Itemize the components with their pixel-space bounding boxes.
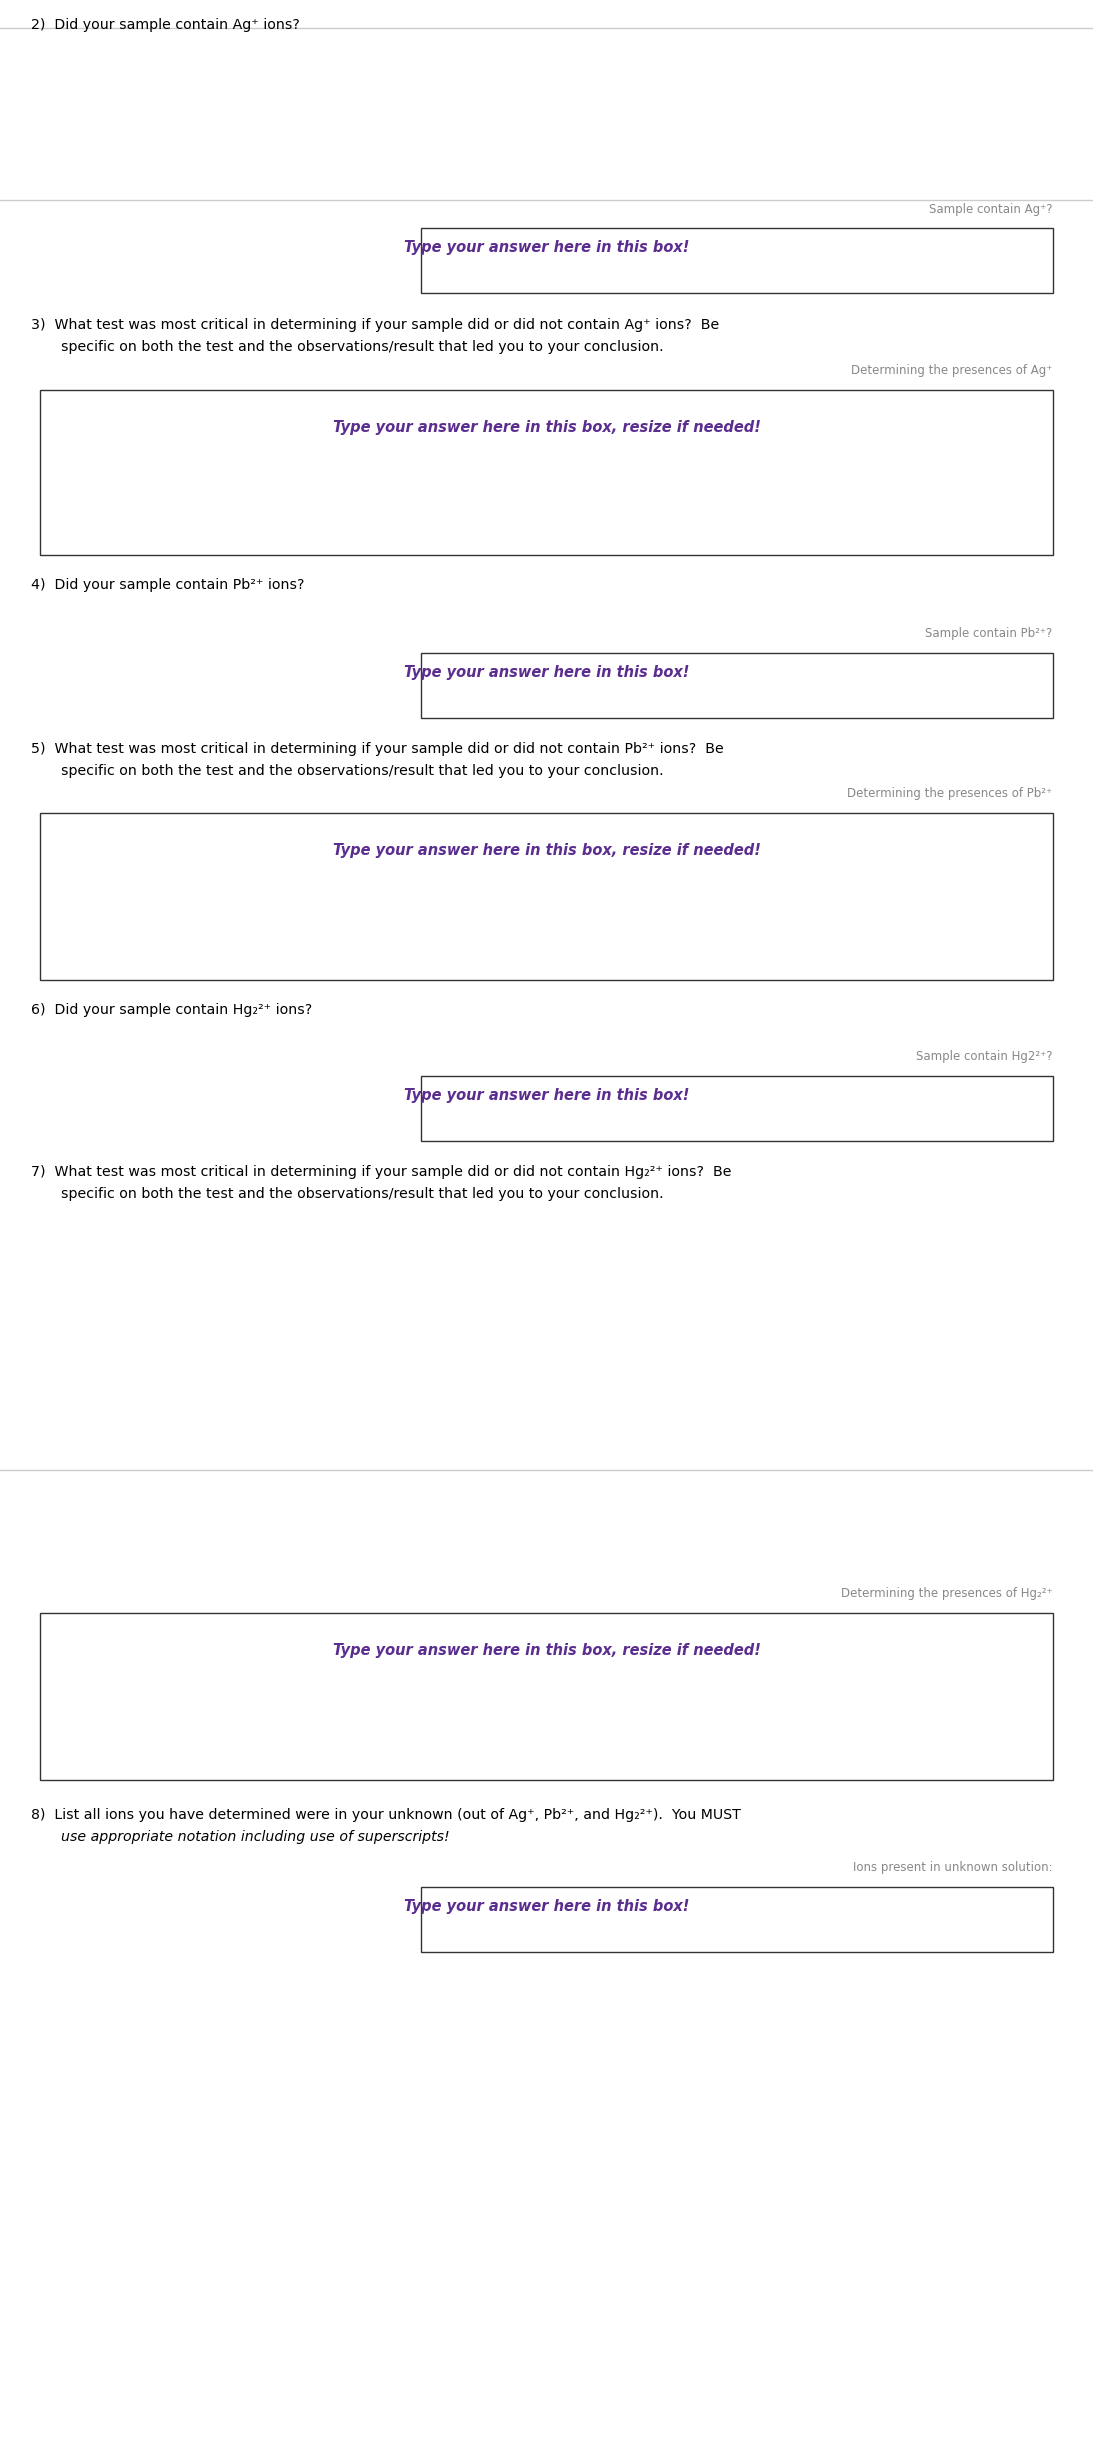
Text: Determining the presences of Ag⁺: Determining the presences of Ag⁺ <box>851 363 1053 378</box>
FancyBboxPatch shape <box>421 1075 1053 1141</box>
Text: Type your answer here in this box, resize if needed!: Type your answer here in this box, resiz… <box>332 1643 761 1658</box>
Text: 3)  What test was most critical in determining if your sample did or did not con: 3) What test was most critical in determ… <box>31 317 719 332</box>
Text: specific on both the test and the observations/result that led you to your concl: specific on both the test and the observ… <box>61 1187 663 1202</box>
Text: Type your answer here in this box!: Type your answer here in this box! <box>403 239 690 254</box>
Text: Sample contain Pb²⁺?: Sample contain Pb²⁺? <box>926 627 1053 641</box>
Text: Type your answer here in this box, resize if needed!: Type your answer here in this box, resiz… <box>332 419 761 434</box>
FancyBboxPatch shape <box>40 812 1053 980</box>
FancyBboxPatch shape <box>40 1614 1053 1780</box>
Text: 7)  What test was most critical in determining if your sample did or did not con: 7) What test was most critical in determ… <box>31 1165 731 1180</box>
Text: 4)  Did your sample contain Pb²⁺ ions?: 4) Did your sample contain Pb²⁺ ions? <box>31 578 304 592</box>
Text: 5)  What test was most critical in determining if your sample did or did not con: 5) What test was most critical in determ… <box>31 741 724 756</box>
Text: Type your answer here in this box!: Type your answer here in this box! <box>403 1087 690 1102</box>
Text: Type your answer here in this box!: Type your answer here in this box! <box>403 1899 690 1914</box>
Text: Type your answer here in this box, resize if needed!: Type your answer here in this box, resiz… <box>332 844 761 858</box>
Text: Ions present in unknown solution:: Ions present in unknown solution: <box>853 1860 1053 1875</box>
Text: Type your answer here in this box!: Type your answer here in this box! <box>403 666 690 680</box>
Text: Determining the presences of Pb²⁺: Determining the presences of Pb²⁺ <box>847 787 1053 800</box>
Text: Sample contain Hg2²⁺?: Sample contain Hg2²⁺? <box>916 1051 1053 1063</box>
Text: 2)  Did your sample contain Ag⁺ ions?: 2) Did your sample contain Ag⁺ ions? <box>31 17 299 32</box>
Text: Sample contain Ag⁺?: Sample contain Ag⁺? <box>929 202 1053 217</box>
FancyBboxPatch shape <box>40 390 1053 556</box>
Text: use appropriate notation including use of superscripts!: use appropriate notation including use o… <box>61 1831 450 1843</box>
FancyBboxPatch shape <box>421 653 1053 719</box>
Text: specific on both the test and the observations/result that led you to your concl: specific on both the test and the observ… <box>61 339 663 354</box>
Text: 6)  Did your sample contain Hg₂²⁺ ions?: 6) Did your sample contain Hg₂²⁺ ions? <box>31 1002 312 1017</box>
Text: Determining the presences of Hg₂²⁺: Determining the presences of Hg₂²⁺ <box>841 1587 1053 1599</box>
FancyBboxPatch shape <box>421 1887 1053 1953</box>
Text: 8)  List all ions you have determined were in your unknown (out of Ag⁺, Pb²⁺, an: 8) List all ions you have determined wer… <box>31 1809 740 1821</box>
Text: specific on both the test and the observations/result that led you to your concl: specific on both the test and the observ… <box>61 763 663 778</box>
FancyBboxPatch shape <box>421 229 1053 293</box>
